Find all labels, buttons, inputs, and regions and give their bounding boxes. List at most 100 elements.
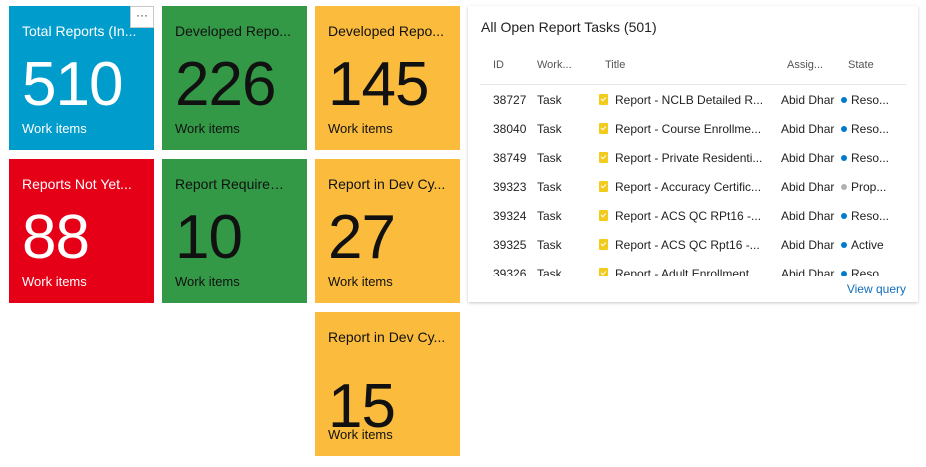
tile-title: Developed Repo... bbox=[328, 23, 444, 39]
cell-title[interactable]: Report - Course Enrollme... bbox=[599, 122, 782, 136]
cell-title-text: Report - NCLB Detailed R... bbox=[615, 93, 764, 107]
cell-title[interactable]: Report - Private Residenti... bbox=[599, 151, 782, 165]
cell-state-text: Reso... bbox=[851, 93, 890, 107]
cell-title[interactable]: Report - ACS QC Rpt16 -... bbox=[599, 238, 782, 252]
task-icon bbox=[599, 94, 608, 105]
cell-state: Prop... bbox=[841, 180, 901, 194]
tile-title: Reports Not Yet... bbox=[22, 176, 132, 192]
cell-state-text: Prop... bbox=[851, 180, 887, 194]
task-icon bbox=[599, 123, 608, 134]
cell-assigned-to: Abid Dhar bbox=[781, 180, 835, 194]
tile-subtitle: Work items bbox=[22, 121, 87, 136]
tile-title: Total Reports (In... bbox=[22, 23, 137, 39]
tile-subtitle: Work items bbox=[175, 274, 240, 289]
cell-state: Reso... bbox=[841, 209, 901, 223]
cell-state: Reso... bbox=[841, 151, 901, 165]
cell-id: 39324 bbox=[493, 209, 527, 223]
state-dot-icon bbox=[841, 271, 847, 276]
tile-report-in-dev-cycle-1[interactable]: Report in Dev Cy... 27 Work items bbox=[315, 159, 460, 303]
tile-subtitle: Work items bbox=[328, 121, 393, 136]
tile-subtitle: Work items bbox=[328, 427, 393, 442]
tile-title: Report Requireme... bbox=[175, 176, 294, 192]
table-row[interactable]: 39324 Task Report - ACS QC RPt16 -... Abid … bbox=[480, 202, 906, 231]
tile-count: 88 bbox=[22, 203, 90, 272]
cell-title-text: Report - Course Enrollme... bbox=[615, 122, 762, 136]
cell-work-item-type: Task bbox=[537, 180, 562, 194]
task-icon bbox=[599, 181, 608, 192]
task-icon bbox=[599, 210, 608, 221]
table-row[interactable]: 39325 Task Report - ACS QC Rpt16 -... Abid … bbox=[480, 231, 906, 260]
cell-state: Reso... bbox=[841, 93, 901, 107]
table-row[interactable]: 38040 Task Report - Course Enrollme... Abid… bbox=[480, 115, 906, 144]
cell-title-text: Report - Adult Enrollment... bbox=[615, 267, 760, 276]
tile-total-reports[interactable]: Total Reports (In... 510 Work items ··· bbox=[9, 6, 154, 150]
cell-work-item-type: Task bbox=[537, 93, 562, 107]
more-options-button[interactable]: ··· bbox=[130, 6, 154, 28]
grid-body[interactable]: 38727 Task Report - NCLB Detailed R... Abid… bbox=[480, 86, 906, 276]
column-header-state[interactable]: State bbox=[848, 59, 874, 71]
table-row[interactable]: 38749 Task Report - Private Residenti... Ab… bbox=[480, 144, 906, 173]
table-row[interactable]: 38727 Task Report - NCLB Detailed R... Abid… bbox=[480, 86, 906, 115]
task-icon bbox=[599, 152, 608, 163]
tile-report-requirements[interactable]: Report Requireme... 10 Work items bbox=[162, 159, 307, 303]
table-row[interactable]: 39326 Task Report - Adult Enrollment... Abi… bbox=[480, 260, 906, 276]
tile-title: Report in Dev Cy... bbox=[328, 176, 446, 192]
column-header-id[interactable]: ID bbox=[493, 59, 504, 71]
tile-title: Developed Repo... bbox=[175, 23, 291, 39]
cell-assigned-to: Abid Dhar bbox=[781, 267, 835, 276]
tile-count: 15 bbox=[328, 372, 396, 441]
tile-count: 226 bbox=[175, 50, 276, 119]
column-header-assigned-to[interactable]: Assig... bbox=[787, 59, 824, 71]
tile-subtitle: Work items bbox=[175, 121, 240, 136]
tile-subtitle: Work items bbox=[22, 274, 87, 289]
tile-reports-not-yet[interactable]: Reports Not Yet... 88 Work items bbox=[9, 159, 154, 303]
cell-state: Reso... bbox=[841, 267, 901, 276]
query-results-panel: All Open Report Tasks (501) ID Work... T… bbox=[468, 6, 918, 302]
cell-title[interactable]: Report - Accuracy Certific... bbox=[599, 180, 782, 194]
cell-title[interactable]: Report - NCLB Detailed R... bbox=[599, 93, 782, 107]
state-dot-icon bbox=[841, 242, 847, 248]
tile-count: 10 bbox=[175, 203, 243, 272]
cell-state-text: Active bbox=[851, 238, 884, 252]
cell-title-text: Report - Accuracy Certific... bbox=[615, 180, 762, 194]
cell-title[interactable]: Report - Adult Enrollment... bbox=[599, 267, 782, 276]
cell-id: 38040 bbox=[493, 122, 527, 136]
state-dot-icon bbox=[841, 155, 847, 161]
cell-state-text: Reso... bbox=[851, 267, 890, 276]
cell-title-text: Report - ACS QC Rpt16 -... bbox=[615, 238, 760, 252]
tile-report-in-dev-cycle-2[interactable]: Report in Dev Cy... 15 Work items bbox=[315, 312, 460, 456]
cell-assigned-to: Abid Dhar bbox=[781, 151, 835, 165]
tile-count: 27 bbox=[328, 203, 396, 272]
cell-id: 38727 bbox=[493, 93, 527, 107]
tile-subtitle: Work items bbox=[328, 274, 393, 289]
cell-assigned-to: Abid Dhar bbox=[781, 238, 835, 252]
view-query-link[interactable]: View query bbox=[846, 282, 906, 296]
panel-title: All Open Report Tasks (501) bbox=[481, 19, 657, 35]
cell-state: Reso... bbox=[841, 122, 901, 136]
table-row[interactable]: 39323 Task Report - Accuracy Certific... Ab… bbox=[480, 173, 906, 202]
cell-state-text: Reso... bbox=[851, 209, 890, 223]
tile-developed-reports-1[interactable]: Developed Repo... 226 Work items bbox=[162, 6, 307, 150]
task-icon bbox=[599, 268, 608, 276]
cell-title[interactable]: Report - ACS QC RPt16 -... bbox=[599, 209, 782, 223]
cell-id: 38749 bbox=[493, 151, 527, 165]
cell-state-text: Reso... bbox=[851, 122, 890, 136]
cell-work-item-type: Task bbox=[537, 122, 562, 136]
column-header-title[interactable]: Title bbox=[605, 59, 626, 71]
cell-work-item-type: Task bbox=[537, 209, 562, 223]
cell-work-item-type: Task bbox=[537, 238, 562, 252]
task-icon bbox=[599, 239, 608, 250]
tile-developed-reports-2[interactable]: Developed Repo... 145 Work items bbox=[315, 6, 460, 150]
tile-count: 145 bbox=[328, 50, 429, 119]
grid-header: ID Work... Title Assig... State bbox=[480, 56, 906, 85]
cell-assigned-to: Abid Dhar bbox=[781, 122, 835, 136]
cell-title-text: Report - ACS QC RPt16 -... bbox=[615, 209, 762, 223]
cell-assigned-to: Abid Dhar bbox=[781, 209, 835, 223]
cell-state: Active bbox=[841, 238, 901, 252]
cell-title-text: Report - Private Residenti... bbox=[615, 151, 763, 165]
column-header-work-item-type[interactable]: Work... bbox=[537, 59, 572, 71]
cell-assigned-to: Abid Dhar bbox=[781, 93, 835, 107]
cell-id: 39325 bbox=[493, 238, 527, 252]
cell-id: 39323 bbox=[493, 180, 527, 194]
state-dot-icon bbox=[841, 97, 847, 103]
